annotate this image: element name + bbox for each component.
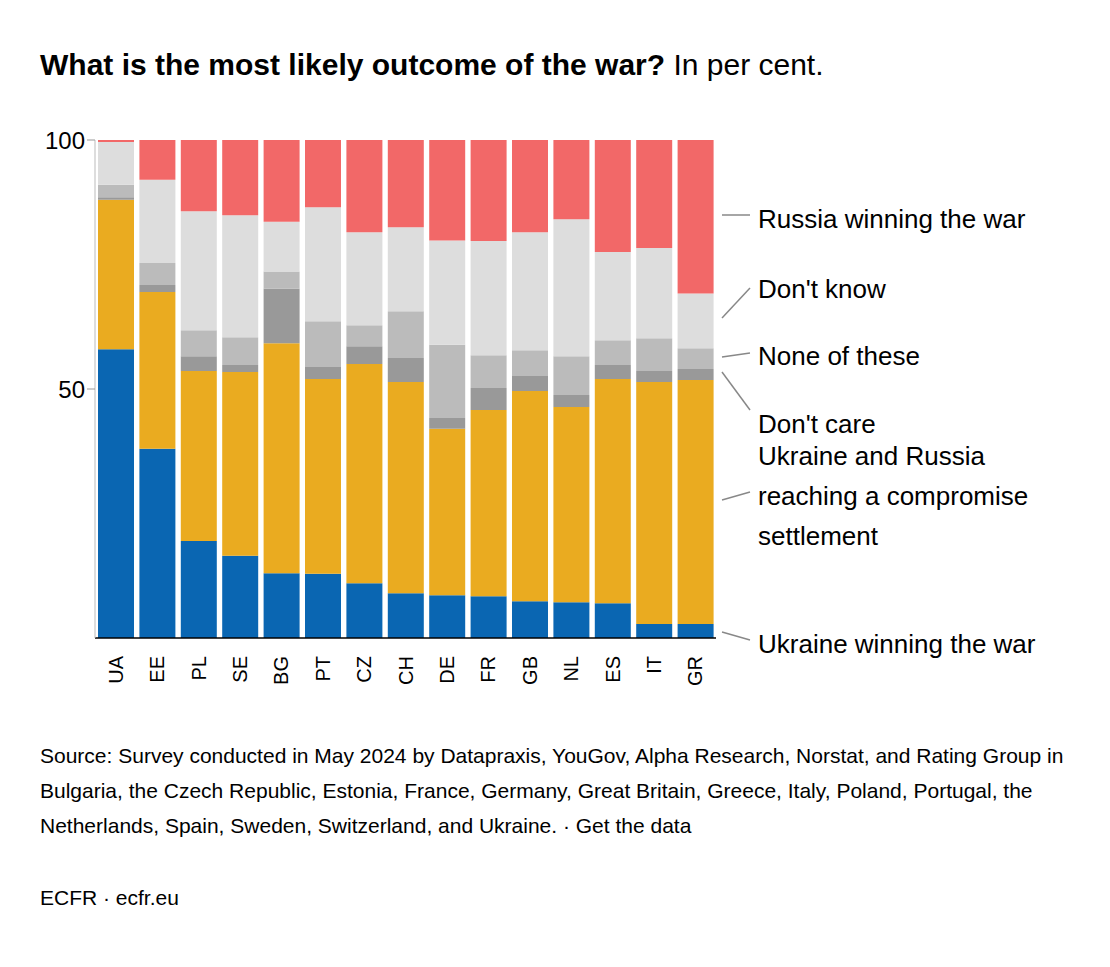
html-text:Source: Survey conducted in Ma: Source: Survey conducted in May 2024 by … (40, 744, 1064, 837)
svg-text:DE: DE (436, 656, 458, 684)
html-text:None of these: None of these (758, 341, 920, 371)
svg-text:SE: SE (229, 656, 251, 683)
svg-text:100: 100 (45, 127, 85, 154)
svg-text:CZ: CZ (353, 656, 375, 683)
html-text:Ukraine and Russia reaching a: Ukraine and Russia reaching a compromise… (758, 441, 1029, 551)
html-text:Don't know: Don't know (758, 274, 886, 304)
svg-text:PT: PT (312, 656, 334, 682)
svg-text:NL: NL (560, 656, 582, 682)
svg-text:FR: FR (477, 656, 499, 683)
svg-text:GB: GB (519, 656, 541, 685)
svg-text:50: 50 (58, 376, 85, 403)
html-text:Don't care: Don't care (758, 409, 876, 439)
svg-text:UA: UA (105, 655, 127, 683)
svg-text:CH: CH (395, 656, 417, 685)
svg-text:BG: BG (270, 656, 292, 685)
html-text:Russia winning the war: Russia winning the war (758, 204, 1026, 234)
svg-text:IT: IT (643, 656, 665, 674)
svg-text:ES: ES (602, 656, 624, 683)
svg-text:GR: GR (684, 656, 706, 686)
svg-text:PL: PL (188, 656, 210, 680)
html-text:ECFR · ecfr.eu: ECFR · ecfr.eu (40, 886, 179, 909)
html-text:Ukraine winning the war: Ukraine winning the war (758, 629, 1036, 659)
html-text:What is the most likely outcom: What is the most likely outcome of the w… (40, 48, 824, 81)
svg-text:EE: EE (146, 656, 168, 683)
